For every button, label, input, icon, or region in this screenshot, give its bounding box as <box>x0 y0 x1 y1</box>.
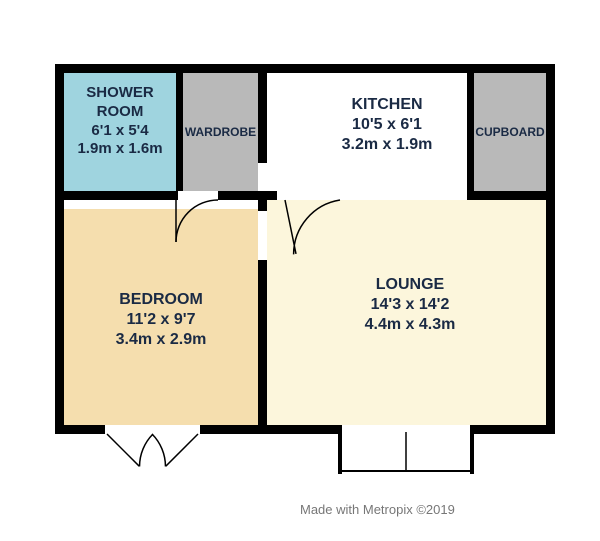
floor-plan: { "credit": "Made with Metropix ©2019", … <box>0 0 600 541</box>
lounge-label: LOUNGE14'3 x 14'24.4m x 4.3m <box>300 275 520 335</box>
shower-room-label: SHOWERROOM6'1 x 5'41.9m x 1.6m <box>64 84 176 159</box>
wardrobe-label: WARDROBE <box>183 125 258 140</box>
credit-text: Made with Metropix ©2019 <box>300 502 455 517</box>
walls <box>0 0 600 541</box>
kitchen-label: KITCHEN10'5 x 6'13.2m x 1.9m <box>307 95 467 155</box>
bedroom-label: BEDROOM11'2 x 9'73.4m x 2.9m <box>64 290 258 350</box>
cupboard-label: CUPBOARD <box>474 125 546 140</box>
